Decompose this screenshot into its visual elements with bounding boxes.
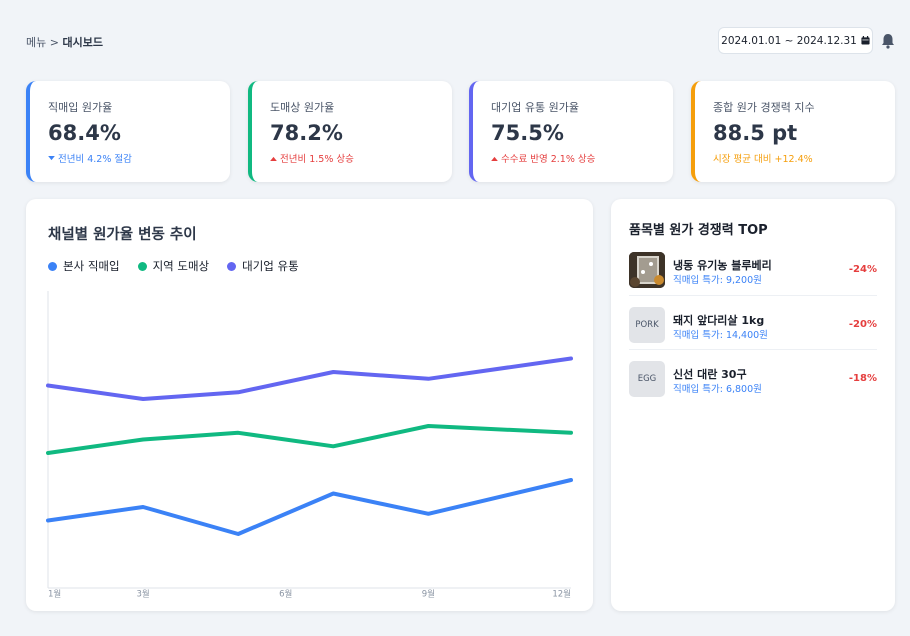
- breadcrumb-current: 대시보드: [62, 36, 103, 49]
- product-row[interactable]: 냉동 유기농 블루베리 직매입 특가: 9,200원 -24%: [629, 252, 877, 288]
- product-row[interactable]: PORK 돼지 앞다리살 1kg 직매입 특가: 14,400원 -20%: [629, 307, 877, 343]
- product-discount: -24%: [848, 264, 877, 275]
- x-tick-label: 1월: [48, 589, 61, 600]
- kpi-delta-text: 수수료 반영 2.1% 상승: [501, 154, 596, 165]
- legend-label: 지역 도매상: [152, 259, 210, 273]
- caret-up-icon: [270, 156, 277, 161]
- x-tick-label: 9월: [422, 589, 435, 600]
- kpi-delta: 전년비 4.2% 절감: [48, 151, 132, 165]
- kpi-delta: 시장 평균 대비 +12.4%: [713, 151, 813, 165]
- legend-item-wholesale[interactable]: 지역 도매상: [137, 258, 210, 274]
- breadcrumb: 메뉴 > 대시보드: [26, 34, 103, 50]
- legend-item-retail[interactable]: 대기업 유통: [227, 258, 299, 274]
- kpi-card-wholesale-cost: 도매상 원가율 78.2% 전년비 1.5% 상승: [248, 81, 452, 182]
- kpi-delta: 수수료 반영 2.1% 상승: [491, 151, 595, 165]
- product-price: 직매입 특가: 9,200원: [673, 275, 762, 286]
- caret-up-icon: [491, 156, 498, 161]
- x-tick-label: 3월: [136, 589, 149, 600]
- product-thumbnail: EGG: [629, 361, 665, 397]
- kpi-value: 88.5 pt: [713, 121, 798, 145]
- top-products-title: 품목별 원가 경쟁력 TOP: [629, 223, 768, 238]
- kpi-delta-text: 전년비 1.5% 상승: [280, 154, 354, 165]
- x-tick-label: 6월: [279, 589, 292, 600]
- calendar-icon: [861, 36, 870, 45]
- date-range-label: 2024.01.01 ~ 2024.12.31: [721, 34, 857, 47]
- product-row[interactable]: EGG 신선 대란 30구 직매입 특가: 6,800원 -18%: [629, 361, 877, 397]
- kpi-value: 78.2%: [270, 121, 343, 145]
- kpi-label: 직매입 원가율: [48, 101, 113, 114]
- kpi-label: 종합 원가 경쟁력 지수: [713, 101, 815, 114]
- kpi-card-competitiveness: 종합 원가 경쟁력 지수 88.5 pt 시장 평균 대비 +12.4%: [691, 81, 895, 182]
- product-name: 신선 대란 30구: [673, 368, 747, 381]
- legend-label: 본사 직매입: [63, 259, 120, 273]
- product-discount: -18%: [848, 373, 877, 384]
- product-name: 냉동 유기농 블루베리: [673, 259, 772, 272]
- caret-down-icon: [48, 155, 55, 160]
- series-line-1: [46, 478, 573, 536]
- x-tick-label: 12월: [552, 589, 571, 600]
- breadcrumb-separator: >: [49, 36, 59, 49]
- date-range-button[interactable]: 2024.01.01 ~ 2024.12.31: [718, 27, 873, 54]
- kpi-delta-text: 시장 평균 대비 +12.4%: [713, 154, 813, 165]
- kpi-value: 68.4%: [48, 121, 121, 145]
- divider: [629, 349, 877, 350]
- legend-item-direct[interactable]: 본사 직매입: [48, 258, 120, 274]
- blueberry-image-icon: [629, 252, 665, 288]
- chart-title: 채널별 원가율 변동 추이: [48, 227, 197, 243]
- legend-label: 대기업 유통: [242, 259, 299, 273]
- kpi-label: 대기업 유통 원가율: [491, 101, 579, 114]
- product-thumbnail: [629, 252, 665, 288]
- kpi-delta: 전년비 1.5% 상승: [270, 151, 354, 165]
- product-discount: -20%: [848, 319, 877, 330]
- legend-dot: [48, 261, 57, 271]
- chart-legend: 본사 직매입 지역 도매상 대기업 유통: [48, 258, 299, 274]
- product-thumbnail: PORK: [629, 307, 665, 343]
- bell-icon[interactable]: [881, 33, 895, 49]
- legend-dot: [227, 261, 237, 271]
- series-line-2: [46, 424, 573, 455]
- top-bar: 메뉴 > 대시보드 2024.01.01 ~ 2024.12.31: [0, 0, 910, 80]
- legend-dot: [137, 261, 147, 271]
- kpi-delta-text: 전년비 4.2% 절감: [58, 154, 132, 165]
- kpi-card-direct-cost: 직매입 원가율 68.4% 전년비 4.2% 절감: [26, 81, 230, 182]
- product-price: 직매입 특가: 14,400원: [673, 330, 768, 341]
- kpi-value: 75.5%: [491, 121, 564, 145]
- chart-card: 채널별 원가율 변동 추이 본사 직매입 지역 도매상 대기업 유통 1월 3월 6…: [26, 199, 593, 611]
- product-price: 직매입 특가: 6,800원: [673, 384, 762, 395]
- product-name: 돼지 앞다리살 1kg: [673, 314, 765, 327]
- divider: [629, 295, 877, 296]
- kpi-card-retail-cost: 대기업 유통 원가율 75.5% 수수료 반영 2.1% 상승: [469, 81, 673, 182]
- kpi-label: 도매상 원가율: [270, 101, 335, 114]
- series-line-3: [46, 356, 573, 401]
- line-chart: 1월 3월 6월 9월 12월: [46, 291, 573, 600]
- breadcrumb-root[interactable]: 메뉴: [26, 36, 47, 49]
- top-products-card: 품목별 원가 경쟁력 TOP 냉동 유기농 블루베리 직매입 특가: 9,200…: [611, 199, 895, 611]
